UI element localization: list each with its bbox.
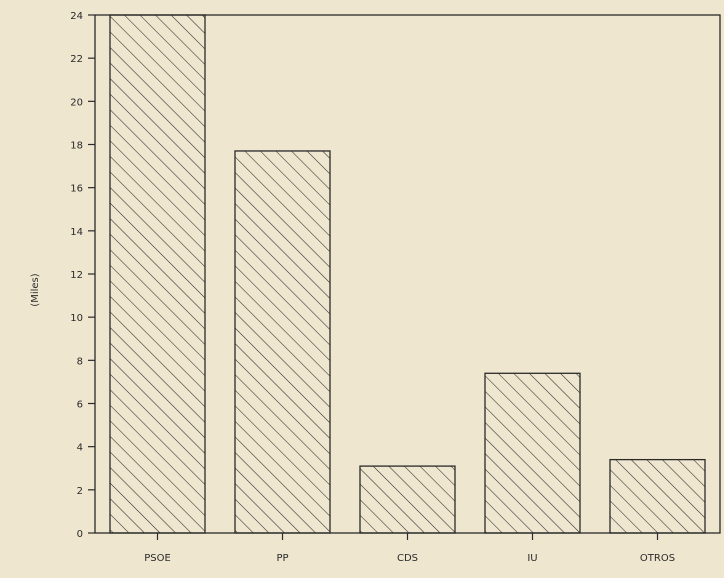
y-tick-label: 12: [70, 270, 83, 281]
y-tick-label: 16: [70, 184, 83, 195]
y-tick-label: 20: [70, 97, 83, 108]
y-tick-label: 24: [70, 11, 83, 22]
y-tick-label: 8: [77, 356, 83, 367]
bar-cds: [359, 465, 456, 534]
y-tick-label: 0: [77, 529, 83, 540]
bar-psoe: [109, 14, 206, 534]
y-tick-label: 10: [70, 313, 83, 324]
x-tick-label: CDS: [397, 553, 418, 564]
x-tick-label: IU: [527, 553, 537, 564]
bar-otros: [609, 458, 706, 534]
x-tick-label: PSOE: [144, 553, 171, 564]
y-tick-label: 6: [77, 400, 83, 411]
bar-iu: [484, 372, 581, 534]
y-tick-label: 22: [70, 54, 83, 65]
x-axis: PSOE PP CDS IU OTROS: [144, 533, 675, 564]
y-tick-label: 2: [77, 486, 83, 497]
y-tick-label: 14: [70, 227, 83, 238]
y-tick-label: 4: [77, 443, 83, 454]
y-tick-label: 18: [70, 141, 83, 152]
y-axis-label: (Miles): [30, 273, 41, 306]
bar-pp: [234, 150, 331, 534]
x-tick-label: OTROS: [640, 553, 675, 564]
bars: [109, 14, 706, 534]
x-tick-label: PP: [276, 553, 288, 564]
